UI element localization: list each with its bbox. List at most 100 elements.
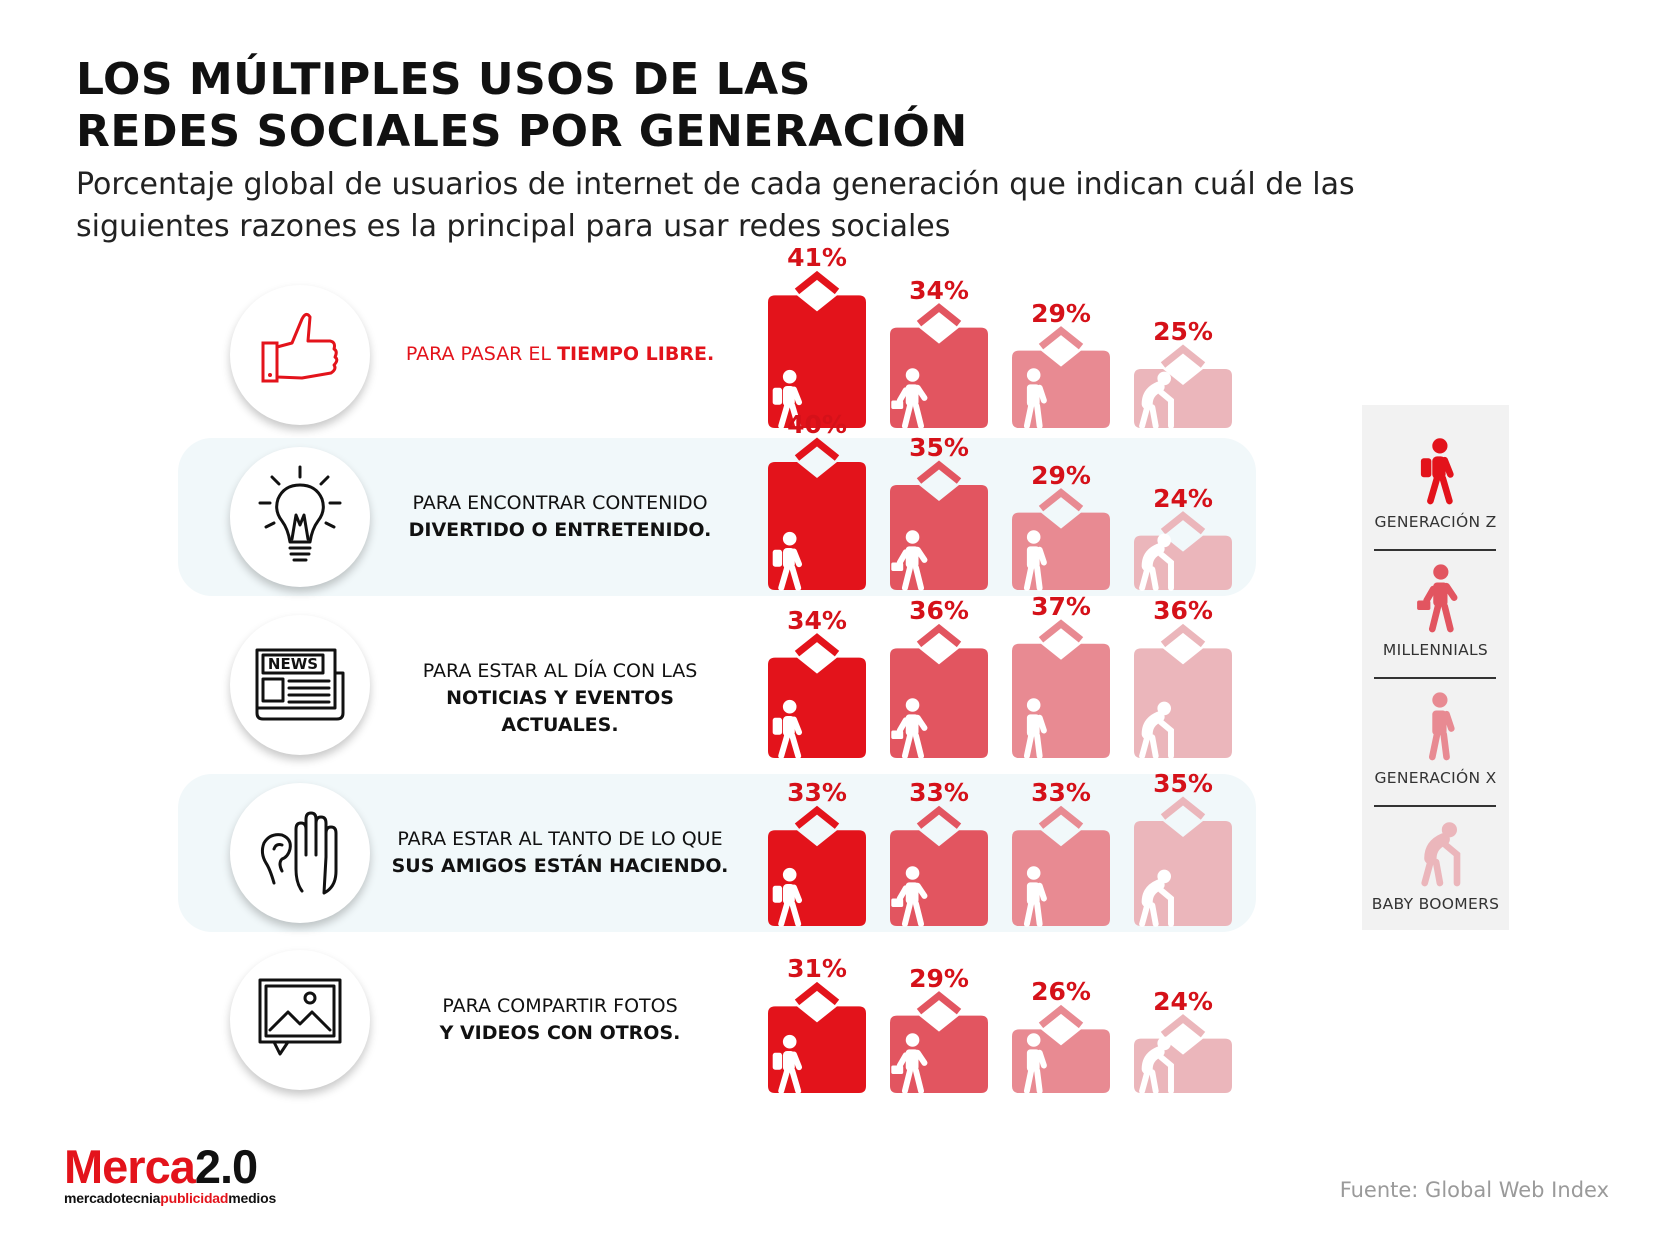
bar-value-label: 35% [909,433,969,462]
bar-person-icon [891,368,928,429]
bar-body [1134,369,1232,428]
reason-label-line2: DIVERTIDO O ENTRETENIDO. [408,519,712,541]
bar-person-icon [1023,698,1047,759]
legend-label: GENERACIÓN X [1374,769,1497,787]
bar-body [768,1006,866,1093]
reason-icon-circle [230,447,370,587]
bar-value-label: 29% [909,963,969,993]
ear-hand-icon [260,811,338,895]
bar-person-icon [1139,1036,1174,1094]
bar-value-label: 33% [909,778,969,808]
bar-person-icon [891,698,928,759]
bar [768,633,866,759]
reason-label-line1: PARA ENCONTRAR CONTENIDO [412,492,708,514]
bar-value-label: 33% [787,778,847,808]
reason-label: PARA ESTAR AL DÍA CON LAS NOTICIAS Y EVEN… [390,658,730,739]
bar-body [1012,350,1110,428]
bar-body [890,1015,988,1093]
bar-roof [794,633,840,657]
bar [1012,619,1110,759]
reason-label: PARA ESTAR AL TANTO DE LO QUE SUS AMIGOS … [390,826,730,880]
bar-body [890,327,988,428]
logo-sub-3: medios [228,1190,277,1206]
bar-roof [916,991,962,1015]
bar [890,623,988,759]
bar-roof [1038,619,1084,643]
news-icon-text: NEWS [268,655,318,673]
reason-label-line2: NOTICIAS Y EVENTOS ACTUALES. [446,687,674,736]
bar-value-label: 36% [1153,596,1213,626]
walker-icon [1428,692,1455,761]
reason-label-line1: PARA ESTAR AL DÍA CON LAS [422,660,698,682]
legend-divider [1374,805,1496,807]
reason-label-line2: Y VIDEOS CON OTROS. [439,1022,681,1044]
bar-person-icon [772,1034,803,1094]
legend-label: GENERACIÓN Z [1374,513,1497,531]
bar-value-label: 34% [909,275,969,305]
reason-label: PARA COMPARTIR FOTOS Y VIDEOS CON OTROS. [390,993,730,1047]
reason-icon-circle [230,950,370,1090]
logo-sub-1: mercadotecnia [64,1190,161,1206]
reason-label-line1: PARA COMPARTIR FOTOS [442,995,678,1017]
briefcase-walker-icon [1417,564,1458,633]
bar [1012,326,1110,429]
photo-message-icon [258,978,342,1056]
bar-value-label: 41% [787,243,847,273]
bar-value-label: 37% [1031,591,1091,621]
bar [890,303,988,429]
bar [890,991,988,1094]
legend-label: BABY BOOMERS [1371,895,1500,913]
bar-roof [794,270,840,295]
logo-merca: Merca [64,1140,196,1193]
reason-label-highlight: TIEMPO LIBRE. [557,343,715,365]
bar-value-label: 29% [1031,298,1091,328]
legend: GENERACIÓN Z MILLENNIALS GENERACIÓN X BA… [1362,405,1509,930]
bar-value-label: 31% [787,954,847,984]
bar [768,270,866,429]
bar-body [768,295,866,428]
bar-roof [916,303,962,327]
bar [1134,1014,1232,1094]
backpack-walker-icon [1420,438,1454,505]
source-note: Fuente: Global Web Index [1339,1178,1609,1202]
bar [768,981,866,1094]
thumbs-up-icon [261,312,339,383]
cane-walker-icon [1421,822,1461,887]
reason-icon-circle [230,783,370,923]
reason-label: PARA PASAR EL TIEMPO LIBRE. [390,341,730,368]
bar-body [890,648,988,758]
bar-value-label: 24% [1153,986,1213,1016]
bar-value-label: 25% [1153,317,1213,346]
bar-roof [1160,623,1206,648]
bar-person-icon [1139,701,1174,759]
title-line-1: LOS MÚLTIPLES USOS DE LAS [76,54,811,105]
reason-label: PARA ENCONTRAR CONTENIDO DIVERTIDO O ENTR… [390,490,730,544]
reason-label-line1: PARA PASAR EL [405,343,558,365]
bar-body [1134,648,1232,758]
page-title: LOS MÚLTIPLES USOS DE LAS REDES SOCIALES … [76,54,968,158]
bar-body [768,657,866,758]
logo-version: 2.0 [194,1140,258,1193]
logo-sub-2: publicidad [160,1190,229,1206]
bar-roof [1038,1004,1084,1029]
lightbulb-icon [258,465,342,562]
bar-person-icon [1139,371,1174,429]
bar-value-label: 34% [787,605,847,635]
bar-value-label: 33% [1031,778,1091,808]
newspaper-icon: NEWS [255,648,345,721]
bar-body [1134,1038,1232,1093]
bar-person-icon [891,1033,928,1094]
reason-label-line2: SUS AMIGOS ESTÁN HACIENDO. [391,855,729,877]
bar [1012,1004,1110,1094]
bar-value-label: 24% [1153,483,1213,513]
bar-roof [1038,326,1084,350]
bar-body [1012,643,1110,758]
bar-roof [916,623,962,648]
bar-value-label: 26% [1031,977,1091,1007]
bar-person-icon [772,699,803,759]
bar-value-label: 29% [1031,460,1091,490]
title-line-2: REDES SOCIALES POR GENERACIÓN [76,106,968,157]
bar [1134,623,1232,759]
bar-value-label: 40% [787,410,847,439]
bar-person-icon [1023,1033,1047,1094]
